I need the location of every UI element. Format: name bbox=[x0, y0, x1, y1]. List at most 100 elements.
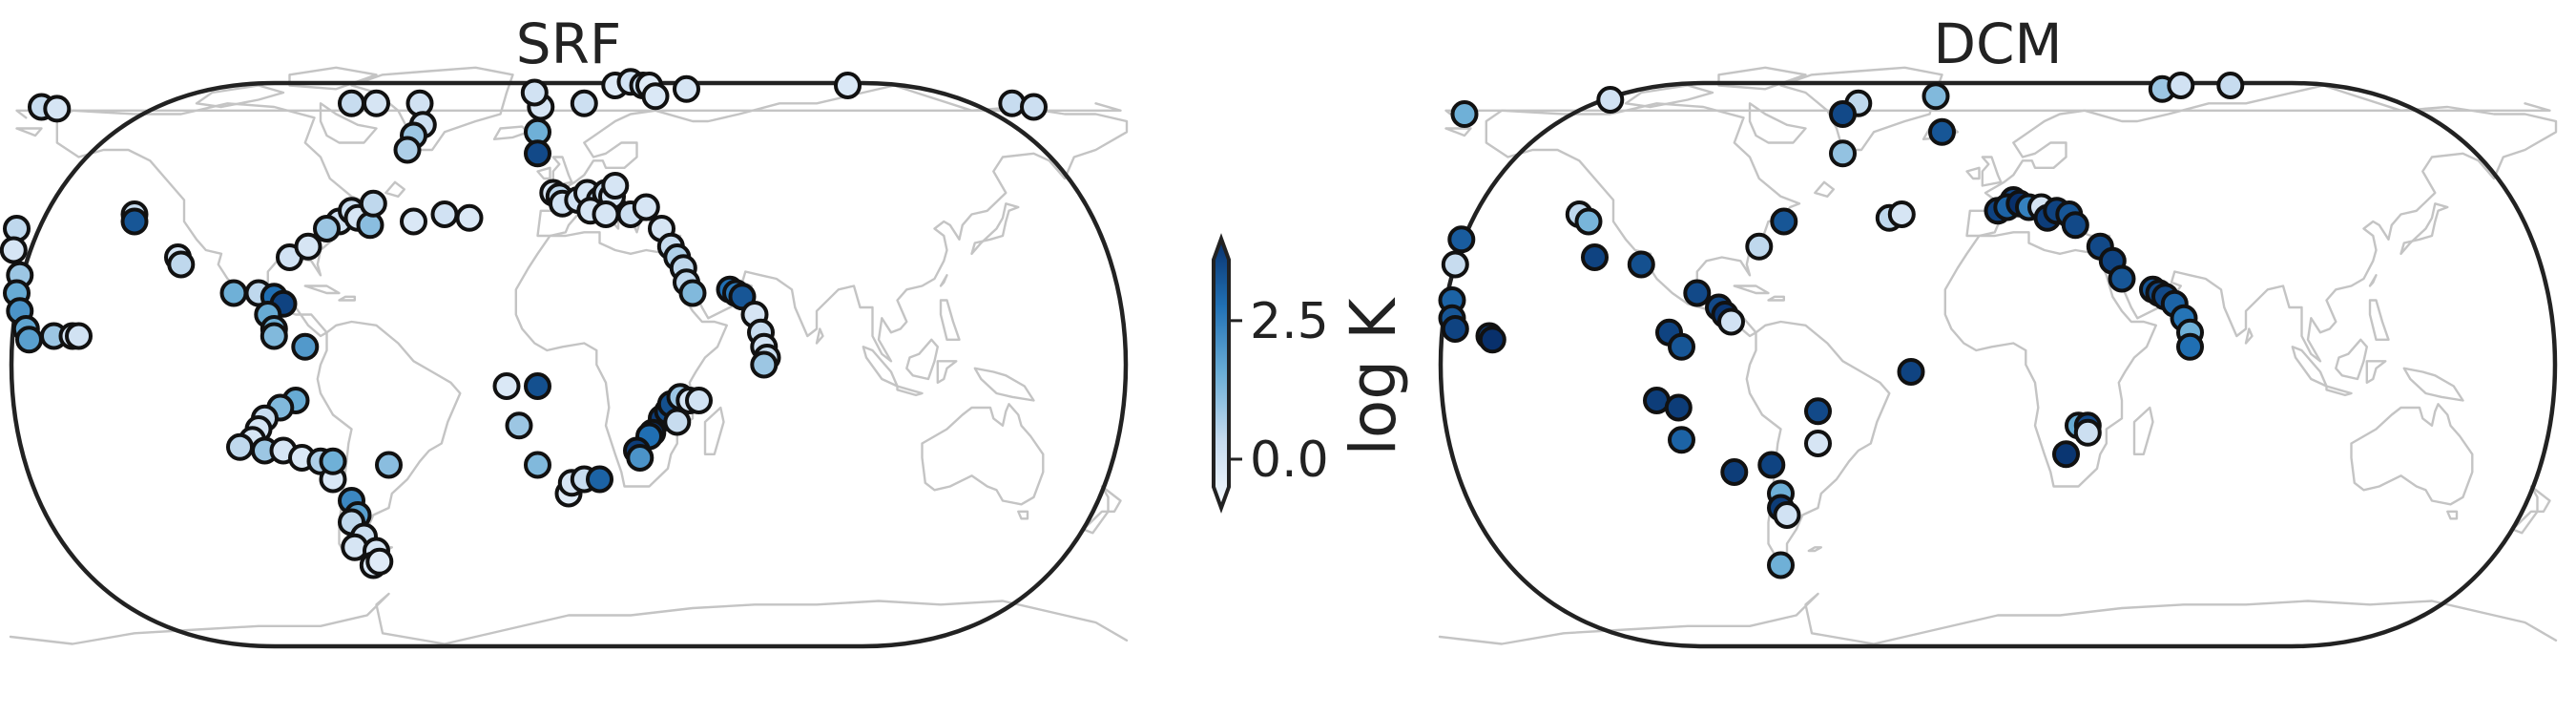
station-marker bbox=[455, 203, 484, 232]
station-marker bbox=[1757, 451, 1786, 479]
stations-srf bbox=[0, 68, 1048, 579]
colorbar-label: log K bbox=[1337, 297, 1410, 456]
coastlines-srf bbox=[9, 66, 1129, 645]
coastline-24 bbox=[2402, 367, 2464, 402]
map-frame-srf bbox=[9, 80, 1129, 649]
coastline-30 bbox=[15, 127, 43, 137]
station-marker bbox=[570, 89, 598, 117]
coastline-17 bbox=[970, 202, 1020, 255]
coastline-2 bbox=[1943, 231, 2158, 488]
station-marker bbox=[1668, 332, 1695, 361]
coastline-22 bbox=[2325, 385, 2353, 397]
coastline-10 bbox=[1717, 66, 1807, 91]
station-marker bbox=[1596, 86, 1625, 114]
coastline-7 bbox=[492, 125, 530, 141]
coastline-4 bbox=[1981, 156, 2003, 187]
coastline-17 bbox=[2399, 202, 2449, 255]
map-title-srf: SRF bbox=[516, 11, 621, 76]
station-marker bbox=[1717, 307, 1745, 336]
coastline-12 bbox=[1733, 284, 1770, 295]
coastline-27 bbox=[1082, 485, 1122, 535]
coastline-1 bbox=[1745, 320, 1891, 559]
colorbar-tick-label: 0.0 bbox=[1250, 432, 1329, 489]
station-marker bbox=[363, 89, 390, 117]
station-marker bbox=[319, 447, 347, 475]
coastline-5 bbox=[1965, 166, 1981, 180]
coastline-8 bbox=[319, 102, 378, 144]
coastline-15 bbox=[703, 406, 725, 455]
station-marker bbox=[673, 74, 700, 103]
station-marker bbox=[15, 326, 43, 354]
station-marker bbox=[1574, 207, 1603, 236]
coastline-24 bbox=[973, 367, 1035, 402]
station-marker bbox=[1745, 232, 1774, 261]
station-marker bbox=[43, 95, 72, 123]
station-marker bbox=[294, 232, 322, 261]
coastline-21 bbox=[2335, 338, 2369, 381]
station-marker bbox=[1922, 82, 1950, 111]
station-marker bbox=[1441, 250, 1469, 279]
station-marker bbox=[291, 332, 320, 361]
coastline-23 bbox=[936, 360, 958, 384]
coastline-19 bbox=[2368, 299, 2390, 341]
coastline-13 bbox=[1767, 295, 1786, 302]
station-marker bbox=[685, 387, 713, 414]
coastline-25 bbox=[921, 403, 1045, 506]
coastline-23 bbox=[2365, 360, 2387, 384]
station-marker bbox=[2216, 72, 2245, 99]
map-srf: SRF bbox=[0, 11, 1129, 649]
station-marker bbox=[663, 408, 692, 436]
station-marker bbox=[2108, 264, 2136, 293]
station-marker bbox=[632, 193, 660, 221]
colorbar: 2.5 0.0 log K bbox=[1212, 233, 1410, 514]
station-marker bbox=[1767, 551, 1795, 579]
coastline-21 bbox=[905, 338, 939, 381]
station-marker bbox=[359, 189, 387, 218]
coastline-8 bbox=[1748, 102, 1807, 144]
coastline-28 bbox=[1438, 592, 2558, 645]
station-marker bbox=[750, 350, 779, 379]
station-marker bbox=[520, 78, 549, 107]
station-marker bbox=[524, 372, 551, 400]
colorbar-ticks: 2.5 0.0 bbox=[1229, 293, 1329, 489]
station-marker bbox=[1887, 200, 1916, 228]
station-marker bbox=[2167, 72, 2195, 99]
station-marker bbox=[2052, 440, 2080, 469]
coastline-6 bbox=[350, 66, 514, 152]
station-marker bbox=[1804, 430, 1832, 457]
station-marker bbox=[393, 136, 422, 164]
colorbar-tick-label: 2.5 bbox=[1250, 293, 1329, 350]
coastline-11 bbox=[1814, 180, 1836, 199]
coastline-29 bbox=[1444, 102, 2551, 119]
station-marker bbox=[226, 432, 254, 461]
coastline-26 bbox=[2446, 510, 2459, 520]
coastline-1 bbox=[316, 320, 462, 559]
coastline-13 bbox=[338, 295, 356, 302]
coastline-4 bbox=[551, 156, 573, 187]
station-marker bbox=[120, 207, 149, 236]
station-marker bbox=[1897, 358, 1925, 386]
colorbar-gradient bbox=[1212, 233, 1231, 514]
station-marker bbox=[430, 200, 459, 228]
station-marker bbox=[1447, 225, 1476, 254]
coastline-11 bbox=[384, 180, 405, 199]
station-marker bbox=[1664, 393, 1693, 422]
stations-dcm bbox=[1438, 72, 2245, 579]
station-marker bbox=[400, 207, 427, 236]
station-marker bbox=[1668, 426, 1695, 454]
station-marker bbox=[167, 250, 196, 279]
station-marker bbox=[338, 89, 365, 117]
coastline-16 bbox=[2244, 327, 2254, 345]
coastline-19 bbox=[939, 299, 961, 341]
station-marker bbox=[1804, 397, 1832, 426]
coastline-15 bbox=[2132, 406, 2154, 455]
coastline-12 bbox=[303, 284, 341, 295]
station-marker bbox=[1770, 207, 1798, 236]
coastline-10 bbox=[288, 66, 378, 91]
station-marker bbox=[365, 547, 394, 576]
station-marker bbox=[1581, 243, 1609, 271]
station-marker bbox=[601, 172, 630, 200]
station-marker bbox=[505, 411, 533, 440]
station-marker bbox=[1441, 315, 1469, 343]
coastline-27 bbox=[2511, 485, 2551, 535]
